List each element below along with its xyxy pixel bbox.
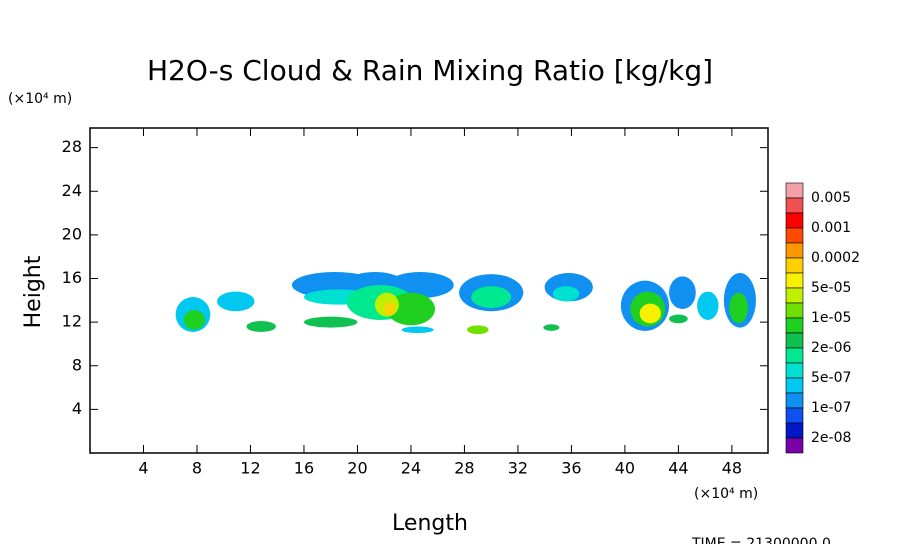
y-tick-label: 16	[62, 268, 82, 287]
colorbar-label: 0.005	[811, 190, 851, 206]
x-tick-label: 24	[401, 459, 421, 478]
contour-region	[386, 292, 436, 326]
colorbar-swatch	[785, 302, 804, 319]
x-tick-label: 36	[561, 459, 581, 478]
contour-region	[384, 302, 395, 316]
contour-region	[639, 303, 662, 324]
y-tick-label: 12	[62, 312, 82, 331]
colorbar-label: 2e-06	[811, 340, 851, 356]
colorbar-swatch	[785, 197, 804, 214]
colorbar-swatch	[785, 242, 804, 259]
colorbar-label: 0.001	[811, 220, 851, 236]
y-unit: (×10⁴ m)	[8, 91, 72, 107]
contour-region	[401, 326, 434, 334]
x-tick-label: 48	[722, 459, 742, 478]
x-tick-label: 20	[347, 459, 367, 478]
colorbar-swatch	[785, 422, 804, 439]
y-tick-label: 28	[62, 137, 82, 156]
colorbar-swatch	[785, 332, 804, 349]
y-tick-label: 4	[72, 399, 82, 418]
colorbar-label: 5e-05	[811, 280, 851, 296]
contour-region	[217, 291, 255, 312]
colorbar-swatch	[785, 407, 804, 424]
colorbar-swatch	[785, 257, 804, 274]
contour-region	[729, 292, 748, 324]
contour-region	[467, 325, 489, 335]
x-tick-label: 4	[138, 459, 148, 478]
colorbar-label: 1e-07	[811, 400, 851, 416]
contour-region	[183, 310, 206, 330]
colorbar-swatch	[785, 437, 804, 454]
colorbar-swatch	[785, 317, 804, 334]
contour-region	[669, 314, 688, 324]
colorbar-swatch	[785, 392, 804, 409]
colorbar-swatch	[785, 272, 804, 289]
contour-region	[303, 316, 358, 328]
contour-region	[697, 291, 719, 320]
contour-region	[669, 276, 696, 310]
x-unit: (×10⁴ m)	[694, 486, 758, 502]
colorbar-label: 1e-05	[811, 310, 851, 326]
chart-title: H2O-s Cloud & Rain Mixing Ratio [kg/kg]	[147, 54, 713, 87]
colorbar-swatch	[785, 362, 804, 379]
x-tick-label: 16	[294, 459, 314, 478]
x-tick-label: 8	[192, 459, 202, 478]
x-tick-label: 44	[668, 459, 688, 478]
x-tick-label: 32	[508, 459, 528, 478]
contour-region	[471, 286, 512, 308]
time-label: TIME = 21300000.0	[691, 536, 831, 544]
contour-region	[552, 286, 580, 302]
contour-region	[246, 321, 276, 332]
colorbar-swatch	[785, 347, 804, 364]
colorbar-swatch	[785, 227, 804, 244]
x-tick-label: 28	[454, 459, 474, 478]
x-axis-label: Length	[392, 511, 468, 536]
colorbar-label: 2e-08	[811, 430, 851, 446]
y-tick-label: 24	[62, 181, 82, 200]
contour-region	[543, 324, 560, 331]
colorbar-swatch	[785, 377, 804, 394]
colorbar-swatch	[785, 287, 804, 304]
colorbar-label: 5e-07	[811, 370, 851, 386]
colorbar-swatch	[785, 212, 804, 229]
x-tick-label: 12	[240, 459, 260, 478]
colorbar-label: 0.0002	[811, 250, 860, 266]
colorbar-swatch	[785, 182, 804, 199]
plot-area	[175, 271, 756, 335]
plot-frame	[89, 127, 769, 454]
y-axis-label: Height	[21, 255, 46, 328]
y-tick-label: 20	[62, 224, 82, 243]
y-tick-label: 8	[72, 355, 82, 374]
x-tick-label: 40	[615, 459, 635, 478]
